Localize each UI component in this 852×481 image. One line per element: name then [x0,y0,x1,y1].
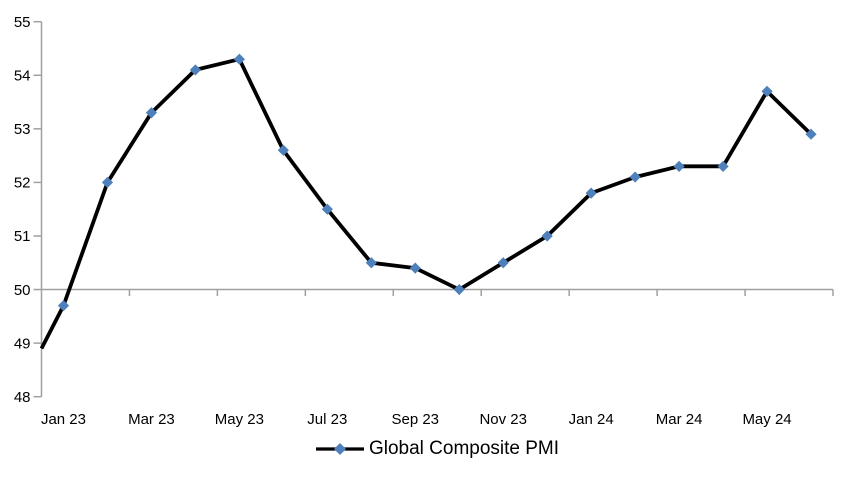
data-point-marker [145,107,158,119]
x-axis-tick-label: Sep 23 [391,411,439,428]
data-point-marker [277,144,289,156]
series-line [39,57,813,350]
x-axis-tick-label: Jan 23 [41,411,86,428]
y-axis-tick-label: 53 [14,121,31,138]
data-point-marker [717,160,729,172]
data-point-marker [365,257,377,269]
data-point-marker [585,187,597,199]
legend-line-marker-icon [315,443,364,455]
x-axis-tick-label: Jan 24 [569,411,614,428]
data-point-marker [189,64,202,76]
data-point-marker [409,262,421,274]
y-axis-tick-label: 55 [14,14,31,31]
data-point-marker [805,128,817,140]
data-point-marker [761,85,773,97]
data-point-marker [57,300,70,312]
plot-area: 48 49 50 51 52 53 54 55 Jan 23 Mar 23 May 23 Jul 23… [14,14,834,428]
data-point-marker [629,171,641,183]
data-point-marker [453,283,465,296]
data-point-marker [321,203,333,215]
x-axis-tick-label: Mar 23 [128,411,175,428]
data-point-marker [497,257,509,269]
data-point-marker [101,176,114,189]
legend-label: Global Composite PMI [368,438,560,459]
x-axis-tick-label: May 23 [215,411,264,428]
x-axis-tick-label: Mar 24 [656,411,703,428]
data-point-marker [673,160,685,172]
data-point-marker [233,53,245,65]
x-axis-tick-label: Jul 23 [307,411,347,428]
y-axis-tick-label: 51 [14,228,31,245]
y-axis-tick-label: 50 [14,282,31,299]
legend-marker-diamond [333,443,346,455]
y-axis-tick-label: 52 [14,175,31,192]
data-point-marker [541,230,553,242]
y-axis-tick-label: 54 [14,67,31,84]
x-axis-tick-label: May 24 [742,411,791,428]
legend: Global Composite PMI [42,437,833,461]
y-axis-tick-label: 48 [14,389,31,406]
y-axis-tick-label: 49 [14,335,31,352]
x-axis-tick-label: Nov 23 [479,411,527,428]
